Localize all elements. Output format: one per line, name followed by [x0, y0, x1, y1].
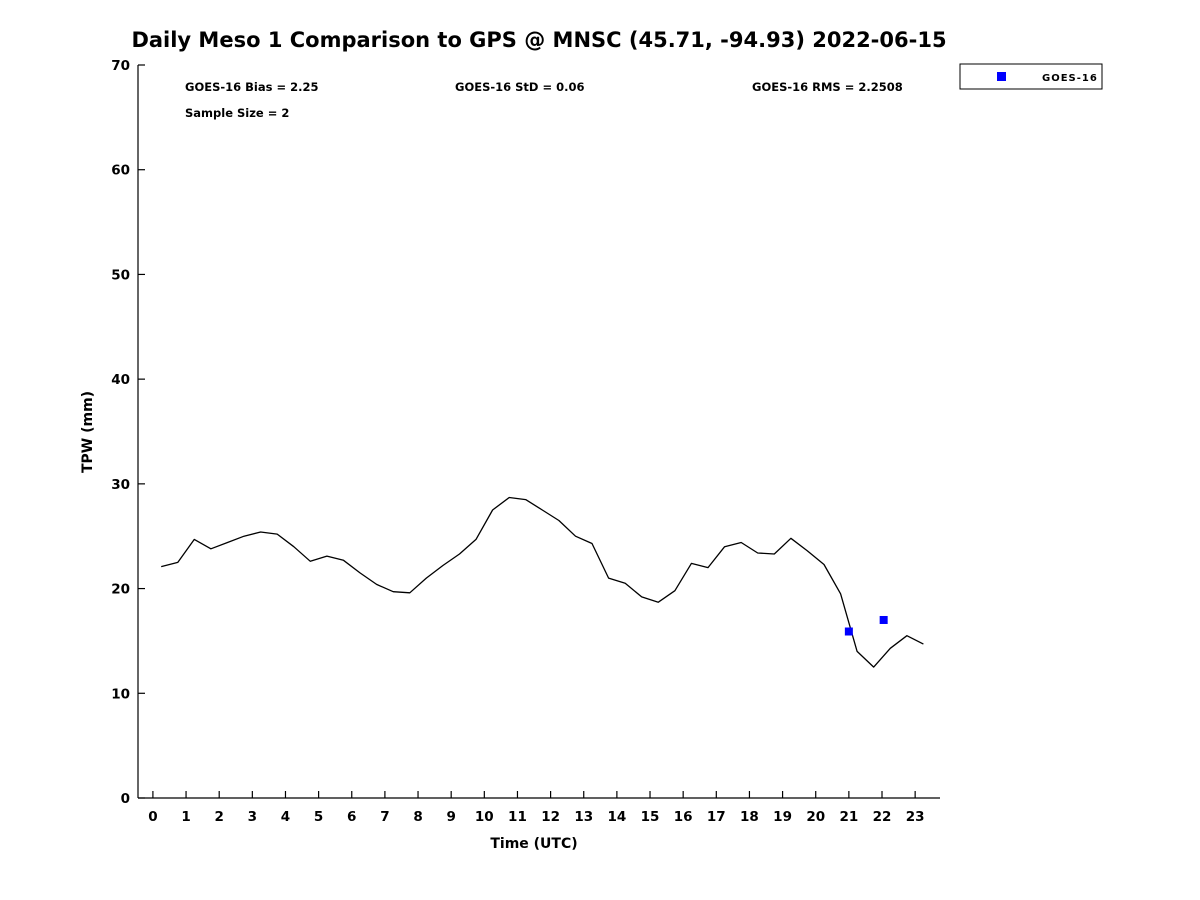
goes16-marker [879, 615, 888, 624]
stat-std: GOES-16 StD = 0.06 [455, 80, 584, 94]
x-tick-label: 22 [873, 809, 892, 825]
goes16-legend-marker-icon [997, 72, 1006, 81]
x-tick-label: 3 [248, 809, 257, 825]
y-tick-label: 0 [121, 791, 130, 807]
x-tick-label: 20 [806, 809, 825, 825]
x-tick-label: 16 [674, 809, 693, 825]
y-tick-label: 30 [111, 477, 130, 493]
y-tick-label: 40 [111, 372, 130, 388]
x-tick-label: 21 [839, 809, 858, 825]
gps-tpw-line [161, 496, 924, 668]
axes: 0 1 2 3 4 5 6 7 8 9 10 11 12 13 14 15 16 17 18 19 20 21 22 2301… [111, 58, 940, 825]
chart-title: Daily Meso 1 Comparison to GPS @ MNSC (4… [131, 28, 946, 52]
x-tick-label: 13 [574, 809, 593, 825]
legend-box [959, 63, 1103, 90]
x-tick-label: 4 [281, 809, 290, 825]
x-tick-label: 10 [475, 809, 494, 825]
x-tick-label: 11 [508, 809, 527, 825]
stat-sample-size: Sample Size = 2 [185, 106, 289, 120]
y-tick-label: 70 [111, 58, 130, 74]
x-axis-label: Time (UTC) [490, 836, 577, 852]
y-tick-label: 60 [111, 163, 130, 179]
x-tick-label: 1 [181, 809, 190, 825]
x-tick-label: 9 [446, 809, 455, 825]
y-tick-label: 50 [111, 267, 130, 283]
y-tick-label: 20 [111, 582, 130, 598]
x-tick-label: 23 [906, 809, 925, 825]
x-tick-label: 8 [413, 809, 422, 825]
y-tick-label: 10 [111, 686, 130, 702]
goes16-marker [844, 627, 853, 636]
legend: GOES-16 [959, 63, 1103, 90]
x-tick-label: 7 [380, 809, 389, 825]
x-tick-label: 17 [707, 809, 726, 825]
x-tick-label: 15 [641, 809, 660, 825]
x-tick-label: 5 [314, 809, 323, 825]
x-tick-label: 2 [214, 809, 223, 825]
x-tick-label: 19 [773, 809, 792, 825]
x-tick-label: 18 [740, 809, 759, 825]
data-series [161, 496, 924, 668]
y-axis-label: TPW (mm) [80, 391, 96, 473]
x-tick-label: 14 [607, 809, 626, 825]
legend-label-goes16: GOES-16 [1042, 73, 1098, 84]
stat-rms: GOES-16 RMS = 2.2508 [752, 80, 903, 94]
x-tick-label: 0 [148, 809, 157, 825]
stat-bias: GOES-16 Bias = 2.25 [185, 80, 318, 94]
x-tick-label: 12 [541, 809, 560, 825]
x-tick-label: 6 [347, 809, 356, 825]
